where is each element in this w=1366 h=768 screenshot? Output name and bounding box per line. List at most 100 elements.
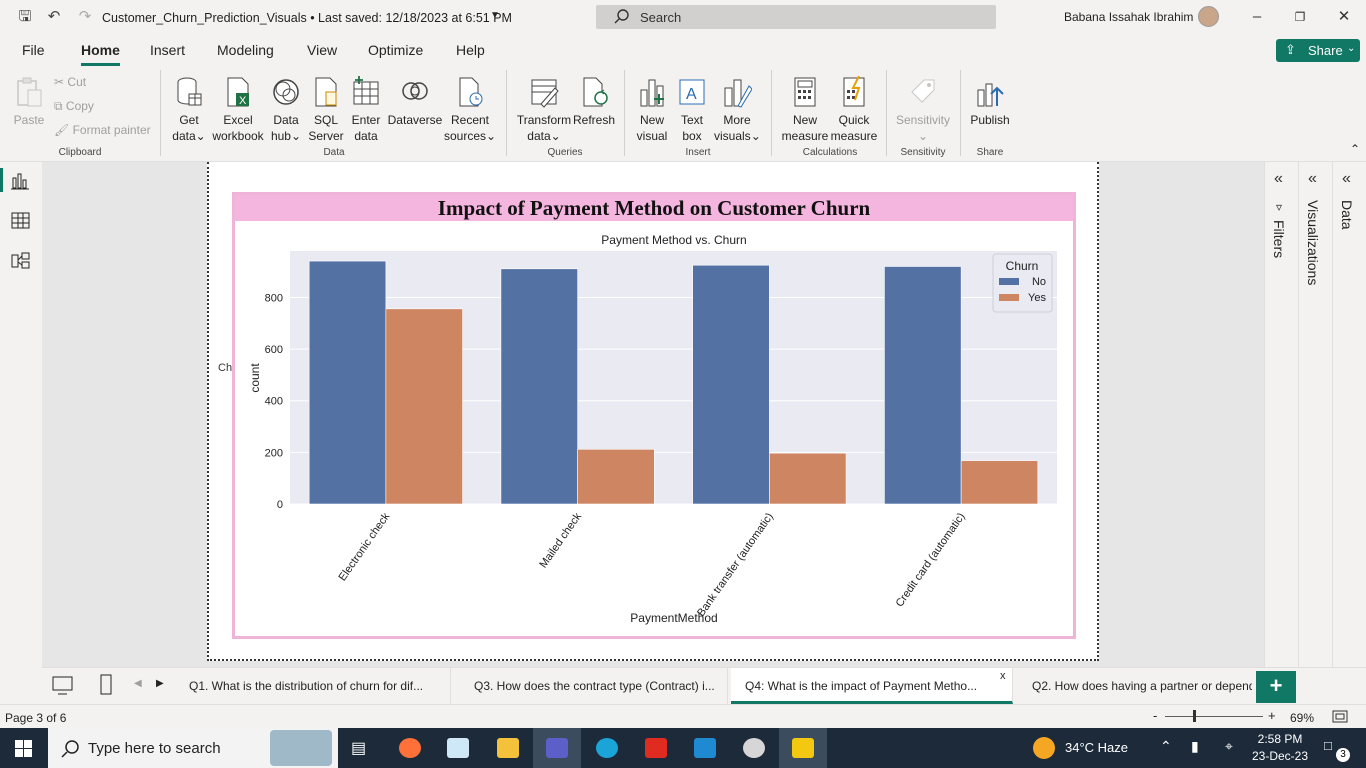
transform-data-button[interactable]: Transform data⌄: [515, 76, 573, 144]
taskbar-search[interactable]: Type here to search: [48, 728, 338, 768]
data-pane-tab[interactable]: « Data: [1333, 162, 1366, 667]
filters-pane-tab[interactable]: « ▿ Filters: [1265, 162, 1299, 667]
visualizations-pane-tab[interactable]: « Visualizations: [1299, 162, 1333, 667]
notification-icon[interactable]: □: [1324, 738, 1332, 753]
publish-button[interactable]: Publish: [968, 76, 1012, 128]
menu-optimize[interactable]: Optimize: [368, 42, 424, 58]
menu-file[interactable]: File: [22, 42, 45, 58]
chatgpt-icon[interactable]: [730, 728, 778, 768]
refresh-button[interactable]: Refresh: [573, 76, 615, 128]
page-tab[interactable]: Q1. What is the distribution of churn fo…: [175, 668, 451, 704]
status-bar: Page 3 of 6 - + 69%: [0, 704, 1366, 728]
task-view-icon[interactable]: ▤: [351, 740, 367, 757]
avatar[interactable]: [1198, 6, 1219, 27]
title-dropdown-icon[interactable]: ▼: [490, 10, 500, 21]
new-measure-button[interactable]: New measure: [780, 76, 830, 144]
share-button[interactable]: ⇪ Share ⌄: [1276, 39, 1360, 62]
search-placeholder: Search: [640, 10, 682, 25]
windows-start-icon[interactable]: [15, 740, 32, 757]
file-explorer-icon[interactable]: [484, 728, 532, 768]
group-clipboard: Clipboard: [58, 147, 102, 158]
excel-workbook-button[interactable]: X Excel workbook: [211, 76, 265, 144]
minimize-icon[interactable]: –: [1252, 8, 1262, 25]
add-page-button[interactable]: +: [1256, 671, 1296, 703]
page-tab[interactable]: Q2. How does having a partner or depende: [1032, 679, 1252, 693]
zoom-in-icon[interactable]: +: [1268, 708, 1276, 723]
bar-yes: [960, 460, 1039, 505]
close-icon[interactable]: ✕: [1337, 8, 1351, 25]
battery-icon[interactable]: ▮: [1191, 738, 1199, 754]
bar-yes: [577, 448, 655, 505]
zoom-slider[interactable]: [1165, 716, 1263, 717]
collapse-ribbon-icon[interactable]: ⌃: [1350, 142, 1361, 156]
text-box-button[interactable]: A Text box: [674, 76, 710, 144]
sensitivity-button[interactable]: Sensitivity ⌄: [894, 76, 952, 144]
vscode-icon[interactable]: [681, 728, 729, 768]
zoom-slider-thumb[interactable]: [1193, 710, 1196, 722]
maximize-icon[interactable]: ❐: [1294, 10, 1306, 24]
filter-icon: ▿: [1276, 200, 1283, 214]
y-axis: 0 200 400 600 800: [265, 292, 283, 511]
save-icon[interactable]: 🖫: [18, 8, 32, 25]
y-axis-label: count: [248, 363, 262, 393]
report-canvas[interactable]: Impact of Payment Method on Customer Chu…: [42, 162, 1264, 667]
desktop-layout-icon[interactable]: [52, 676, 74, 696]
model-view-icon[interactable]: [11, 252, 31, 270]
page-tabs: ◀ ▶ Q1. What is the distribution of chur…: [42, 667, 1366, 704]
document-title[interactable]: Customer_Churn_Prediction_Visuals • Last…: [102, 11, 512, 25]
menu-modeling[interactable]: Modeling: [217, 42, 274, 58]
mobile-layout-icon[interactable]: [100, 674, 112, 696]
new-visual-button[interactable]: New visual: [634, 76, 670, 144]
dataverse-button[interactable]: Dataverse: [387, 76, 443, 128]
copy-button[interactable]: ⧉ Copy: [54, 99, 94, 113]
next-page-icon[interactable]: ▶: [156, 678, 164, 689]
pdf-reader-icon[interactable]: [632, 728, 680, 768]
menu-insert[interactable]: Insert: [150, 42, 186, 58]
bar-no: [884, 266, 962, 505]
snowflake-app-icon[interactable]: [434, 728, 482, 768]
refresh-icon: [583, 77, 608, 107]
data-hub-button[interactable]: Data hub⌄: [268, 76, 304, 144]
format-painter-button[interactable]: 🖌 Format painter: [54, 123, 151, 137]
get-data-button[interactable]: Get data⌄: [170, 76, 208, 144]
visual-card[interactable]: Impact of Payment Method on Customer Chu…: [232, 192, 1076, 639]
teams-icon[interactable]: [533, 728, 581, 768]
search-input[interactable]: Search: [596, 5, 996, 29]
weather-text[interactable]: 34°C Haze: [1065, 740, 1129, 755]
y-tick-label: 0: [277, 499, 283, 511]
sql-server-button[interactable]: SQL Server: [308, 76, 344, 144]
menu-home[interactable]: Home: [81, 42, 120, 58]
enter-data-button[interactable]: Enter data: [348, 76, 384, 144]
fit-to-page-icon[interactable]: [1332, 710, 1348, 723]
expand-icon[interactable]: «: [1342, 170, 1351, 187]
y-tick-label: 400: [265, 396, 283, 408]
redo-icon[interactable]: ↷: [78, 8, 92, 25]
menu-help[interactable]: Help: [456, 42, 485, 58]
expand-icon[interactable]: «: [1274, 170, 1283, 187]
clock[interactable]: 2:58 PM 23-Dec-23: [1252, 732, 1309, 763]
user-name[interactable]: Babana Issahak Ibrahim: [1064, 10, 1194, 24]
wifi-icon[interactable]: ⌖: [1225, 738, 1233, 754]
chevron-up-icon[interactable]: ⌃: [1160, 738, 1172, 754]
cut-button[interactable]: ✂ Cut: [54, 75, 87, 89]
menu-view[interactable]: View: [307, 42, 338, 58]
page-tab-active[interactable]: Q4: What is the impact of Payment Metho.…: [731, 668, 1013, 704]
quick-measure-button[interactable]: Quick measure: [830, 76, 878, 144]
edge-icon[interactable]: [583, 728, 631, 768]
power-bi-icon[interactable]: [779, 728, 827, 768]
previous-page-icon[interactable]: ◀: [134, 678, 142, 689]
close-tab-icon[interactable]: x: [1000, 670, 1006, 682]
expand-icon[interactable]: «: [1308, 170, 1317, 187]
recent-sources-button[interactable]: Recent sources⌄: [444, 76, 496, 144]
group-queries: Queries: [547, 147, 583, 158]
table-view-icon[interactable]: [11, 212, 31, 230]
firefox-icon[interactable]: [386, 728, 434, 768]
more-visuals-button[interactable]: More visuals⌄: [714, 76, 761, 144]
filters-label: Filters: [1271, 220, 1287, 259]
table-plus-icon: [353, 76, 379, 105]
paste-button[interactable]: Paste: [12, 76, 46, 128]
report-view-icon[interactable]: [11, 172, 31, 190]
page-tab[interactable]: Q3. How does the contract type (Contract…: [460, 668, 728, 704]
zoom-out-icon[interactable]: -: [1153, 708, 1158, 723]
undo-icon[interactable]: ↶: [47, 8, 61, 25]
